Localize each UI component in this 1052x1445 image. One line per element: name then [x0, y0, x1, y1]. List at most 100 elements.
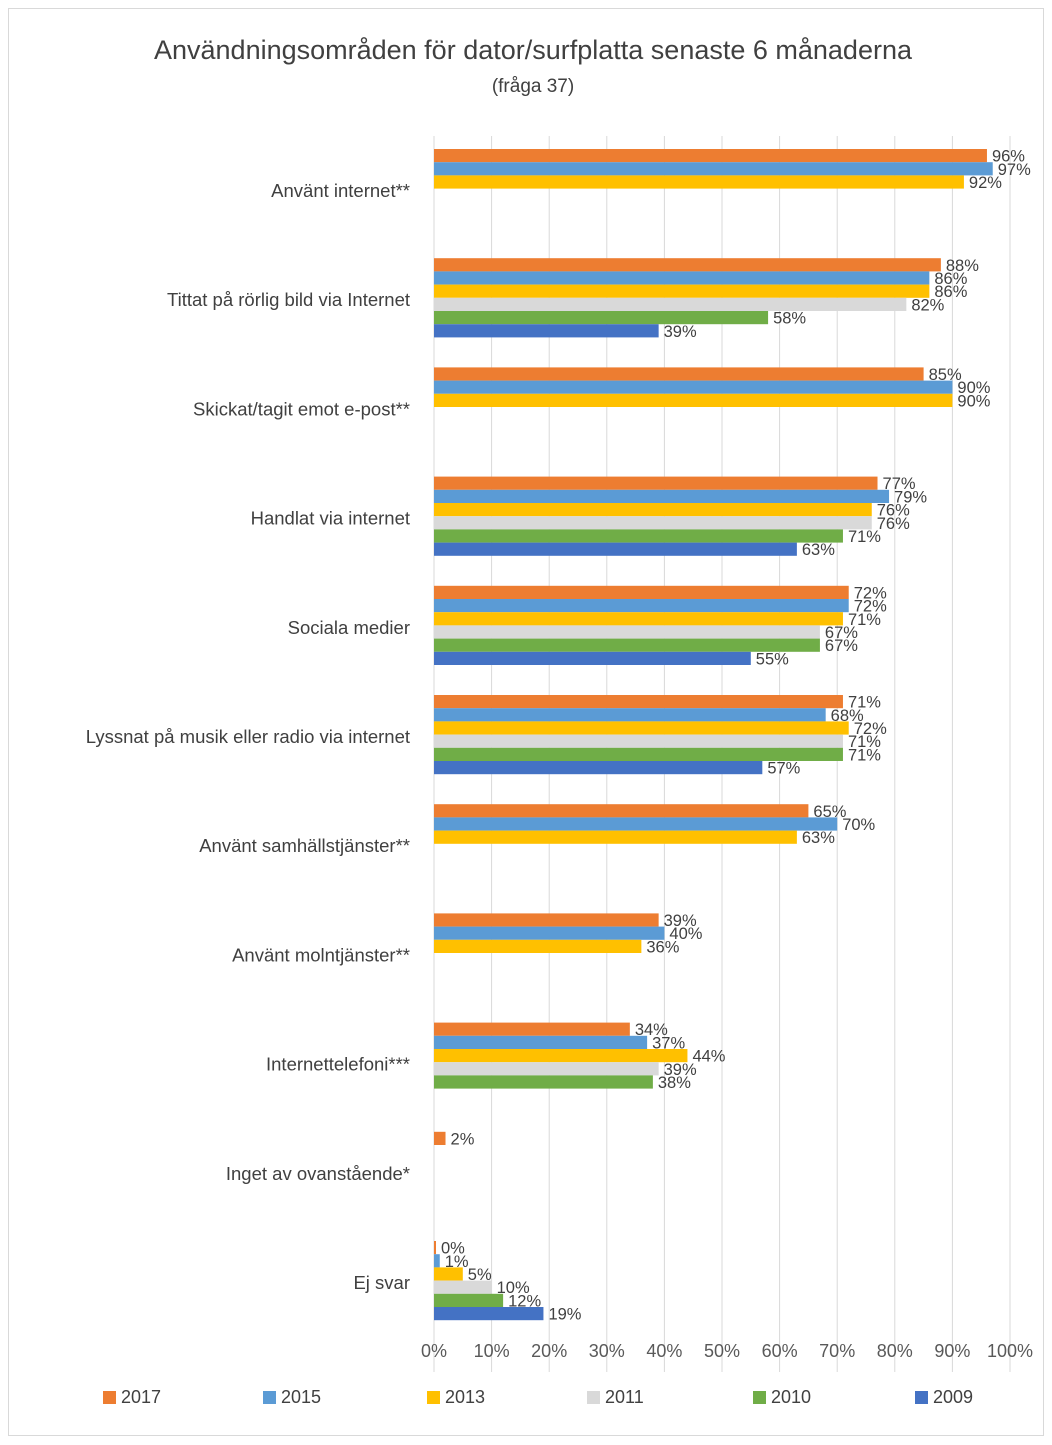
data-label: 76% [877, 515, 910, 533]
x-tick-label: 60% [762, 1341, 798, 1361]
bar-2011 [434, 1062, 659, 1076]
data-label: 37% [652, 1034, 685, 1052]
x-axis-ticks: 0% 10% 20% 30% 40% 50% 60% 70% 80% 90% 100% [421, 1341, 1033, 1361]
data-label: 67% [825, 624, 858, 642]
data-label: 76% [877, 502, 910, 520]
category-label: Ej svar [353, 1272, 410, 1293]
legend-label: 2011 [605, 1387, 644, 1407]
bar-2010 [434, 1075, 653, 1089]
data-label: 71% [848, 528, 881, 546]
category-label: Skickat/tagit emot e-post** [193, 398, 410, 419]
data-label: 90% [957, 392, 990, 410]
data-label: 12% [508, 1292, 541, 1310]
data-label: 79% [894, 488, 927, 506]
bar-2015 [434, 271, 930, 285]
data-label: 10% [497, 1279, 530, 1297]
bar-2017 [434, 258, 941, 272]
bar-2017 [434, 149, 987, 163]
data-label: 92% [969, 174, 1002, 192]
data-label: 77% [883, 475, 916, 493]
data-label: 86% [934, 283, 967, 301]
data-label: 72% [854, 584, 887, 602]
category-label: Handlat via internet [251, 508, 410, 529]
bar-2013 [434, 612, 843, 626]
legend-label: 2015 [281, 1387, 322, 1407]
data-label: 70% [842, 816, 875, 834]
category-labels: Använt internet** Tittat på rörlig bild v… [86, 180, 410, 1293]
legend-item-2010: 2010 [753, 1387, 811, 1408]
legend-label: 2010 [771, 1387, 812, 1407]
data-label: 71% [848, 746, 881, 764]
bar-2015 [434, 926, 665, 940]
data-label: 39% [664, 323, 697, 341]
bar-2010 [434, 529, 843, 543]
data-label: 65% [813, 803, 846, 821]
legend-label: 2013 [445, 1387, 486, 1407]
bar-2015 [434, 1035, 648, 1049]
data-label: 38% [658, 1074, 691, 1092]
bar-2009 [434, 761, 763, 775]
x-tick-label: 10% [474, 1341, 510, 1361]
bar-2013 [434, 939, 642, 953]
legend-swatch [915, 1391, 928, 1404]
bar-2017 [434, 695, 843, 709]
legend-swatch [103, 1391, 116, 1404]
bar-2017 [434, 913, 659, 927]
data-label: 88% [946, 257, 979, 275]
bar-2011 [434, 625, 820, 639]
bar-2013 [434, 175, 964, 189]
legend: 2017 2015 2013 2011 2010 2009 [0, 1387, 1052, 1411]
x-tick-label: 30% [589, 1341, 625, 1361]
category-label: Använt molntjänster** [232, 944, 410, 965]
bar-2015 [434, 708, 826, 722]
legend-item-2017: 2017 [103, 1387, 161, 1408]
data-label: 71% [848, 733, 881, 751]
category-label: Lyssnat på musik eller radio via interne… [86, 726, 410, 747]
bar-2015 [434, 489, 890, 503]
category-label: Tittat på rörlig bild via Internet [167, 289, 410, 310]
data-label: 1% [445, 1253, 469, 1271]
bar-2009 [434, 324, 659, 338]
data-label: 85% [929, 366, 962, 384]
bar-2015 [434, 599, 849, 613]
bar-2009 [434, 1307, 544, 1321]
data-label: 57% [767, 760, 800, 778]
data-label: 72% [854, 598, 887, 616]
bar-2013 [434, 1267, 463, 1281]
legend-swatch [427, 1391, 440, 1404]
legend-item-2009: 2009 [915, 1387, 973, 1408]
category-label: Sociala medier [288, 617, 410, 638]
chart-subtitle: (fråga 37) [491, 76, 575, 97]
x-tick-label: 50% [704, 1341, 740, 1361]
legend-swatch [753, 1391, 766, 1404]
data-label: 72% [854, 720, 887, 738]
bar-2010 [434, 638, 820, 652]
data-label: 39% [664, 1061, 697, 1079]
bar-2011 [434, 297, 907, 311]
bar-2013 [434, 393, 953, 407]
data-label: 5% [468, 1266, 492, 1284]
data-label: 71% [848, 611, 881, 629]
bar-2017 [434, 1241, 436, 1255]
data-label: 71% [848, 694, 881, 712]
bar-2017 [434, 1131, 446, 1145]
data-label: 0% [441, 1240, 465, 1258]
category-label: Inget av ovanstående* [226, 1163, 410, 1184]
bar-2010 [434, 1293, 504, 1307]
legend-swatch [263, 1391, 276, 1404]
data-label: 39% [664, 912, 697, 930]
data-label: 58% [773, 310, 806, 328]
data-label: 40% [669, 925, 702, 943]
x-tick-label: 100% [987, 1341, 1033, 1361]
data-label: 36% [646, 938, 679, 956]
x-tick-label: 90% [934, 1341, 970, 1361]
bars [434, 149, 993, 1321]
bar-2015 [434, 1254, 440, 1268]
bar-2015 [434, 380, 953, 394]
x-tick-label: 80% [877, 1341, 913, 1361]
bar-2011 [434, 1280, 492, 1294]
category-label: Använt internet** [271, 180, 410, 201]
x-tick-label: 40% [646, 1341, 682, 1361]
data-label: 82% [911, 296, 944, 314]
